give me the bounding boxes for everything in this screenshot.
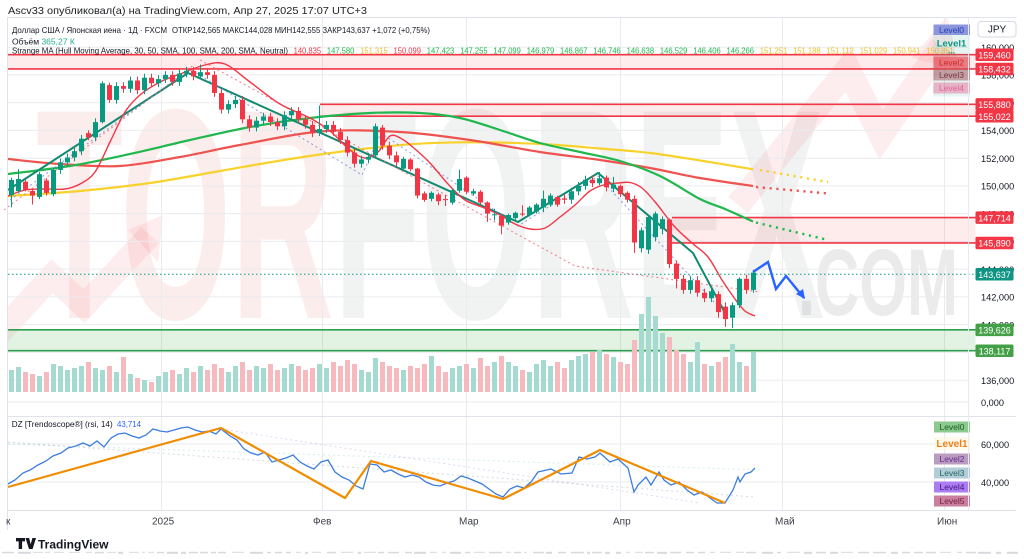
svg-text:146,529: 146,529 bbox=[660, 46, 688, 55]
svg-text:Апр: Апр bbox=[613, 517, 631, 528]
svg-text:139,626: 139,626 bbox=[978, 326, 1011, 336]
svg-text:151,112: 151,112 bbox=[826, 46, 854, 55]
svg-text:147,255: 147,255 bbox=[460, 46, 488, 55]
svg-text:151,188: 151,188 bbox=[793, 46, 821, 55]
svg-text:Май: Май bbox=[775, 517, 795, 528]
svg-text:Level3: Level3 bbox=[939, 468, 964, 478]
svg-text:150,099: 150,099 bbox=[394, 46, 422, 55]
svg-text:146,638: 146,638 bbox=[627, 46, 655, 55]
svg-text:43,714: 43,714 bbox=[117, 419, 141, 429]
svg-text:147,099: 147,099 bbox=[493, 46, 521, 55]
svg-text:TradingView: TradingView bbox=[38, 538, 109, 552]
svg-text:Июн: Июн bbox=[937, 517, 957, 528]
svg-text:Доллар США / Японская иена · 1: Доллар США / Японская иена · 1Д · FXCM bbox=[12, 25, 167, 35]
svg-text:Ascv33 опубликовал(а) на Tradi: Ascv33 опубликовал(а) на TradingView.com… bbox=[8, 5, 367, 17]
svg-text:ОТКР142,565 МАКС144,028 МИН1: ОТКР142,565 МАКС144,028 МИН142,555 ЗАКР1… bbox=[172, 25, 430, 35]
svg-text:143,637: 143,637 bbox=[978, 270, 1011, 280]
svg-text:155,880: 155,880 bbox=[978, 100, 1011, 110]
svg-text:150,941: 150,941 bbox=[893, 46, 921, 55]
svg-text:146,746: 146,746 bbox=[593, 46, 621, 55]
svg-text:.COM: .COM bbox=[798, 230, 958, 336]
svg-text:147,580: 147,580 bbox=[327, 46, 355, 55]
svg-text:146,266: 146,266 bbox=[727, 46, 755, 55]
svg-text:Level0: Level0 bbox=[939, 422, 964, 432]
svg-text:151,315: 151,315 bbox=[360, 46, 388, 55]
svg-text:Level4: Level4 bbox=[939, 83, 964, 93]
svg-text:142,000: 142,000 bbox=[981, 293, 1014, 303]
svg-text:151,029: 151,029 bbox=[860, 46, 888, 55]
svg-text:158,000: 158,000 bbox=[981, 71, 1014, 81]
svg-text:Level4: Level4 bbox=[939, 482, 964, 492]
svg-text:146,406: 146,406 bbox=[693, 46, 721, 55]
svg-text:159,460: 159,460 bbox=[978, 51, 1011, 61]
svg-text:151,251: 151,251 bbox=[760, 46, 788, 55]
svg-text:150,000: 150,000 bbox=[981, 182, 1014, 192]
svg-text:2025: 2025 bbox=[152, 517, 175, 528]
svg-text:Level0: Level0 bbox=[939, 25, 964, 35]
svg-text:145,890: 145,890 bbox=[978, 239, 1011, 249]
svg-text:Фев: Фев bbox=[313, 517, 331, 528]
svg-text:60,000: 60,000 bbox=[981, 440, 1009, 450]
svg-text:147,714: 147,714 bbox=[978, 213, 1011, 223]
svg-text:136,000: 136,000 bbox=[981, 376, 1014, 386]
svg-text:Level5: Level5 bbox=[939, 496, 964, 506]
svg-text:Level2: Level2 bbox=[939, 58, 964, 68]
svg-text:146,979: 146,979 bbox=[527, 46, 555, 55]
svg-text:...: ... bbox=[948, 47, 955, 56]
svg-text:150,851: 150,851 bbox=[926, 46, 954, 55]
svg-text:146,867: 146,867 bbox=[560, 46, 588, 55]
svg-text:Strange MA (Hull Moving Averag: Strange MA (Hull Moving Average, 30, 50,… bbox=[12, 45, 288, 55]
svg-text:0,000: 0,000 bbox=[981, 398, 1004, 408]
svg-text:DZ [Trendoscope®] (rsi, 14): DZ [Trendoscope®] (rsi, 14) bbox=[12, 419, 113, 429]
svg-text:Level1: Level1 bbox=[937, 39, 967, 50]
svg-text:JPY: JPY bbox=[988, 25, 1007, 36]
svg-text:Мар: Мар bbox=[459, 517, 479, 528]
svg-text:160,000: 160,000 bbox=[981, 43, 1014, 53]
svg-text:Level2: Level2 bbox=[939, 454, 964, 464]
svg-text:138,117: 138,117 bbox=[979, 347, 1011, 357]
svg-text:Level3: Level3 bbox=[939, 70, 964, 80]
svg-text:40,000: 40,000 bbox=[981, 478, 1009, 488]
svg-text:147,423: 147,423 bbox=[427, 46, 455, 55]
svg-text:Level1: Level1 bbox=[936, 439, 968, 450]
svg-text:152,000: 152,000 bbox=[981, 154, 1014, 164]
svg-text:154,000: 154,000 bbox=[981, 126, 1014, 136]
svg-text:140,835: 140,835 bbox=[294, 46, 322, 55]
svg-text:155,022: 155,022 bbox=[978, 112, 1011, 122]
svg-text:к: к bbox=[6, 517, 11, 528]
svg-text:Объём 365,27 К: Объём 365,27 К bbox=[12, 37, 75, 47]
svg-text:158,432: 158,432 bbox=[978, 65, 1011, 75]
